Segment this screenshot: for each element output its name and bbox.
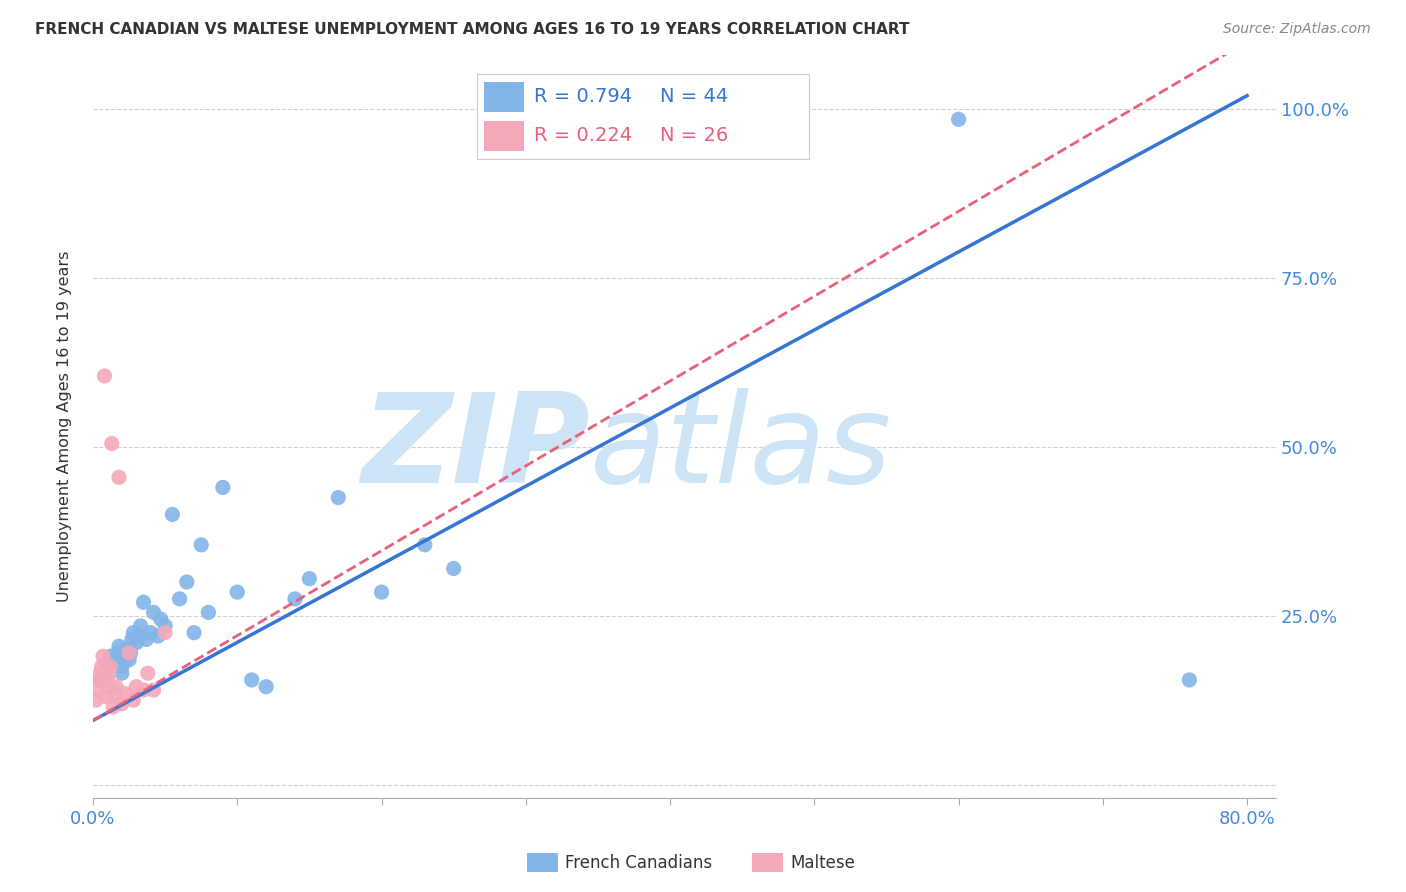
- Point: [443, 561, 465, 575]
- Point: [211, 480, 233, 494]
- Point: [183, 625, 205, 640]
- Point: [190, 538, 212, 552]
- Point: [93, 666, 115, 681]
- Point: [90, 659, 112, 673]
- Text: Source: ZipAtlas.com: Source: ZipAtlas.com: [1223, 22, 1371, 37]
- Point: [111, 659, 134, 673]
- Point: [122, 625, 145, 640]
- Point: [240, 673, 263, 687]
- Point: [153, 619, 176, 633]
- Point: [146, 629, 169, 643]
- Point: [98, 659, 121, 673]
- Text: atlas: atlas: [591, 388, 891, 509]
- Point: [91, 649, 114, 664]
- Point: [370, 585, 392, 599]
- Point: [169, 591, 191, 606]
- Point: [413, 538, 436, 552]
- Point: [1178, 673, 1201, 687]
- Point: [121, 632, 143, 647]
- Point: [118, 646, 141, 660]
- Point: [89, 666, 111, 681]
- Point: [84, 693, 107, 707]
- Point: [948, 112, 970, 127]
- Text: Maltese: Maltese: [790, 854, 855, 871]
- Point: [105, 680, 128, 694]
- Point: [142, 606, 165, 620]
- Point: [114, 653, 136, 667]
- Point: [115, 642, 138, 657]
- Point: [111, 697, 134, 711]
- Point: [298, 572, 321, 586]
- Point: [162, 508, 184, 522]
- Point: [104, 653, 127, 667]
- Point: [118, 653, 141, 667]
- Point: [122, 693, 145, 707]
- Point: [132, 683, 155, 698]
- Point: [114, 686, 136, 700]
- Point: [135, 632, 157, 647]
- Point: [125, 636, 148, 650]
- Point: [96, 673, 118, 687]
- Text: French Canadians: French Canadians: [565, 854, 713, 871]
- Point: [136, 666, 159, 681]
- Point: [87, 673, 110, 687]
- Point: [104, 659, 127, 673]
- Point: [139, 625, 162, 640]
- Point: [176, 574, 198, 589]
- Point: [254, 680, 277, 694]
- Point: [149, 612, 172, 626]
- Point: [97, 666, 120, 681]
- Point: [128, 629, 150, 643]
- Point: [96, 680, 118, 694]
- Point: [107, 646, 129, 660]
- Point: [100, 436, 122, 450]
- Point: [108, 470, 131, 484]
- Text: FRENCH CANADIAN VS MALTESE UNEMPLOYMENT AMONG AGES 16 TO 19 YEARS CORRELATION CH: FRENCH CANADIAN VS MALTESE UNEMPLOYMENT …: [35, 22, 910, 37]
- Point: [98, 649, 121, 664]
- Text: ZIP: ZIP: [361, 388, 591, 509]
- Point: [129, 619, 152, 633]
- Point: [89, 673, 111, 687]
- Y-axis label: Unemployment Among Ages 16 to 19 years: Unemployment Among Ages 16 to 19 years: [58, 251, 72, 602]
- Point: [142, 683, 165, 698]
- Point: [197, 606, 219, 620]
- Point: [86, 683, 108, 698]
- Point: [103, 700, 125, 714]
- Point: [125, 680, 148, 694]
- Point: [94, 690, 117, 704]
- Point: [120, 646, 142, 660]
- Point: [93, 369, 115, 384]
- Point: [96, 656, 118, 670]
- Point: [226, 585, 249, 599]
- Point: [153, 625, 176, 640]
- Point: [108, 639, 131, 653]
- Point: [132, 595, 155, 609]
- Point: [328, 491, 350, 505]
- Point: [104, 686, 127, 700]
- Point: [111, 666, 134, 681]
- Point: [284, 591, 307, 606]
